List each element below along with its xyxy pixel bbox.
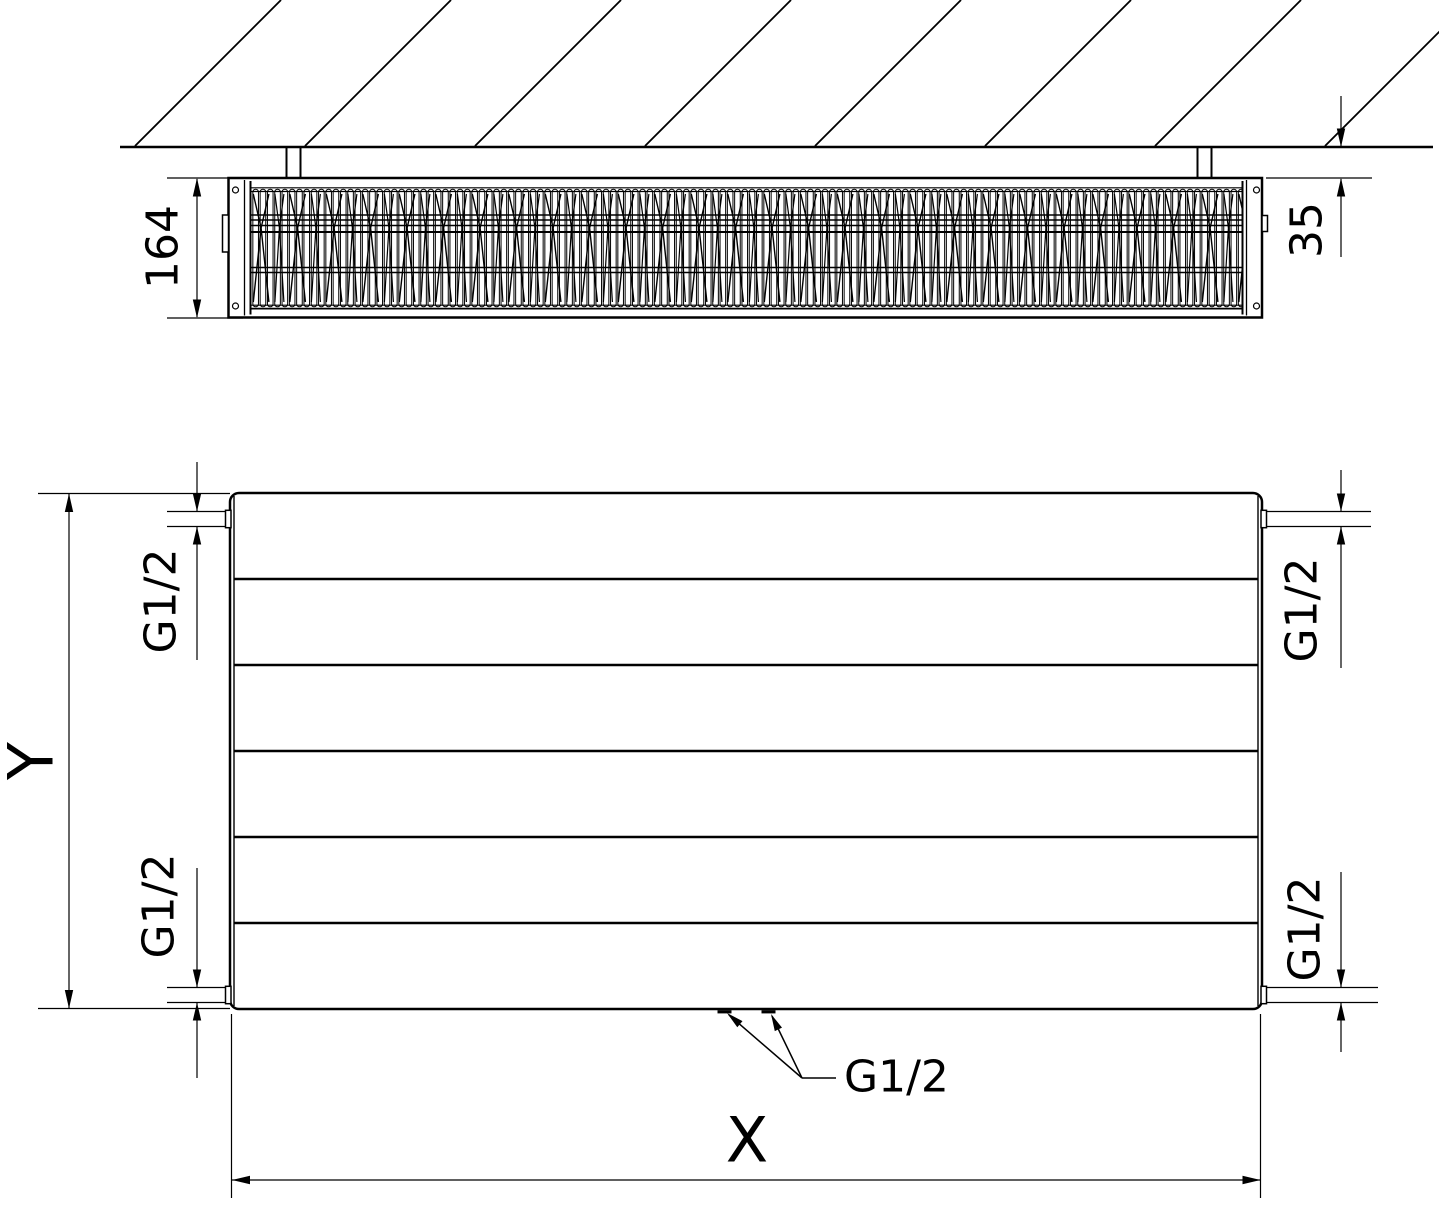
connection-top-left: G1/2 xyxy=(136,462,232,660)
wall-hatching xyxy=(134,0,1439,147)
connection-top-right-label: G1/2 xyxy=(1277,558,1328,663)
connection-bottom-right: G1/2 xyxy=(1260,872,1378,1052)
screw-left-top xyxy=(231,186,240,194)
connection-bottom-center: G1/2 xyxy=(717,1010,949,1103)
screw-right-top xyxy=(1252,186,1261,194)
depth-dimension-label: 164 xyxy=(138,205,189,289)
dimension-height: Y xyxy=(0,492,230,1010)
connection-top-left-label: G1/2 xyxy=(136,549,187,654)
screw-left-bottom xyxy=(231,302,240,310)
connection-bottom-left: G1/2 xyxy=(134,854,232,1078)
side-tab-right xyxy=(1261,214,1269,233)
connection-bottom-right-label: G1/2 xyxy=(1280,877,1331,982)
dimension-depth: 164 xyxy=(138,177,243,319)
radiator-front-view xyxy=(228,491,1264,1011)
connection-bottom-left-label: G1/2 xyxy=(134,854,185,959)
panel-grooves xyxy=(234,577,1258,925)
mounting-bracket-left xyxy=(285,148,302,178)
dimension-width: X xyxy=(230,1014,1262,1198)
width-dimension-label: X xyxy=(726,1104,768,1177)
screw-right-bottom xyxy=(1252,302,1261,310)
radiator-top-view xyxy=(221,176,1269,319)
side-tab-left xyxy=(221,214,230,253)
convector-fins xyxy=(249,181,1244,315)
dimension-wall-clearance: 35 xyxy=(1266,96,1372,258)
connection-bottom-center-label: G1/2 xyxy=(844,1052,949,1103)
connection-top-right: G1/2 xyxy=(1260,470,1371,668)
height-dimension-label: Y xyxy=(0,742,68,781)
wall-clearance-label: 35 xyxy=(1282,202,1333,258)
mounting-bracket-right xyxy=(1196,148,1213,178)
